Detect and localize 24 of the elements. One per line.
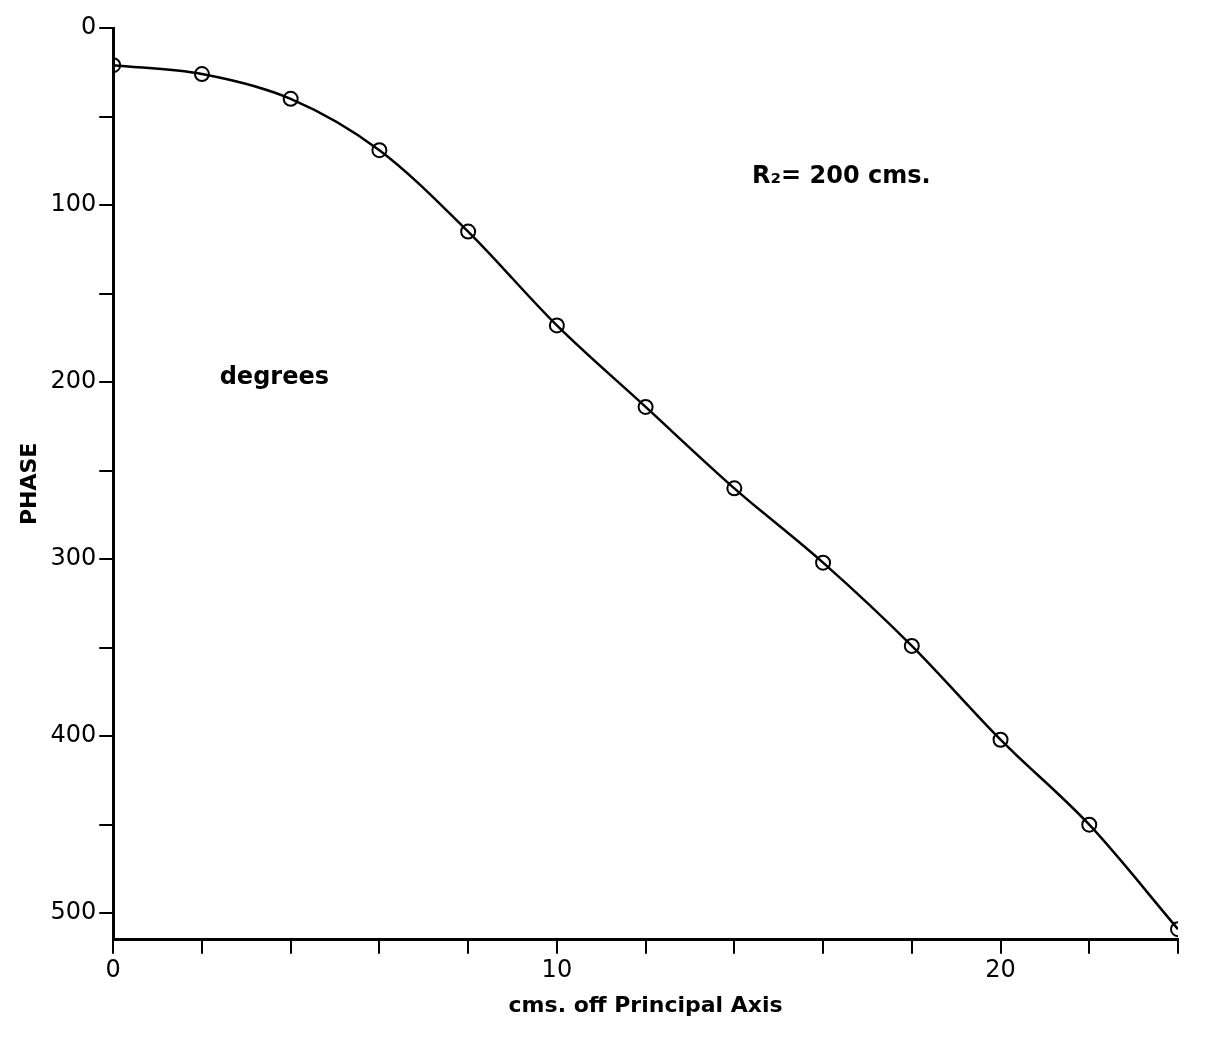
point [1081, 816, 1098, 833]
y-tick-label: 300 [50, 543, 97, 572]
y-axis-title: PHASE [15, 442, 41, 526]
annotation: R₂= 200 cms. [752, 161, 931, 190]
point [637, 398, 654, 415]
x-axis-title: cms. off Principal Axis [508, 991, 783, 1017]
point [903, 637, 920, 654]
y-tick-label: 200 [50, 366, 97, 395]
x-tick-label: 0 [105, 955, 121, 984]
point [460, 223, 477, 240]
y-tick-label: 100 [50, 189, 97, 218]
annotation: degrees [219, 361, 329, 390]
point [726, 480, 743, 497]
point [815, 554, 832, 571]
x-tick-label: 10 [541, 955, 573, 984]
point [282, 90, 299, 107]
point [992, 731, 1009, 748]
y-tick-label: 500 [50, 897, 97, 926]
point [548, 317, 565, 334]
point [193, 66, 210, 83]
y-tick-label: 400 [50, 720, 97, 749]
x-tick-label: 20 [985, 955, 1016, 984]
y-tick-label: 0 [80, 12, 97, 41]
point [371, 142, 388, 159]
